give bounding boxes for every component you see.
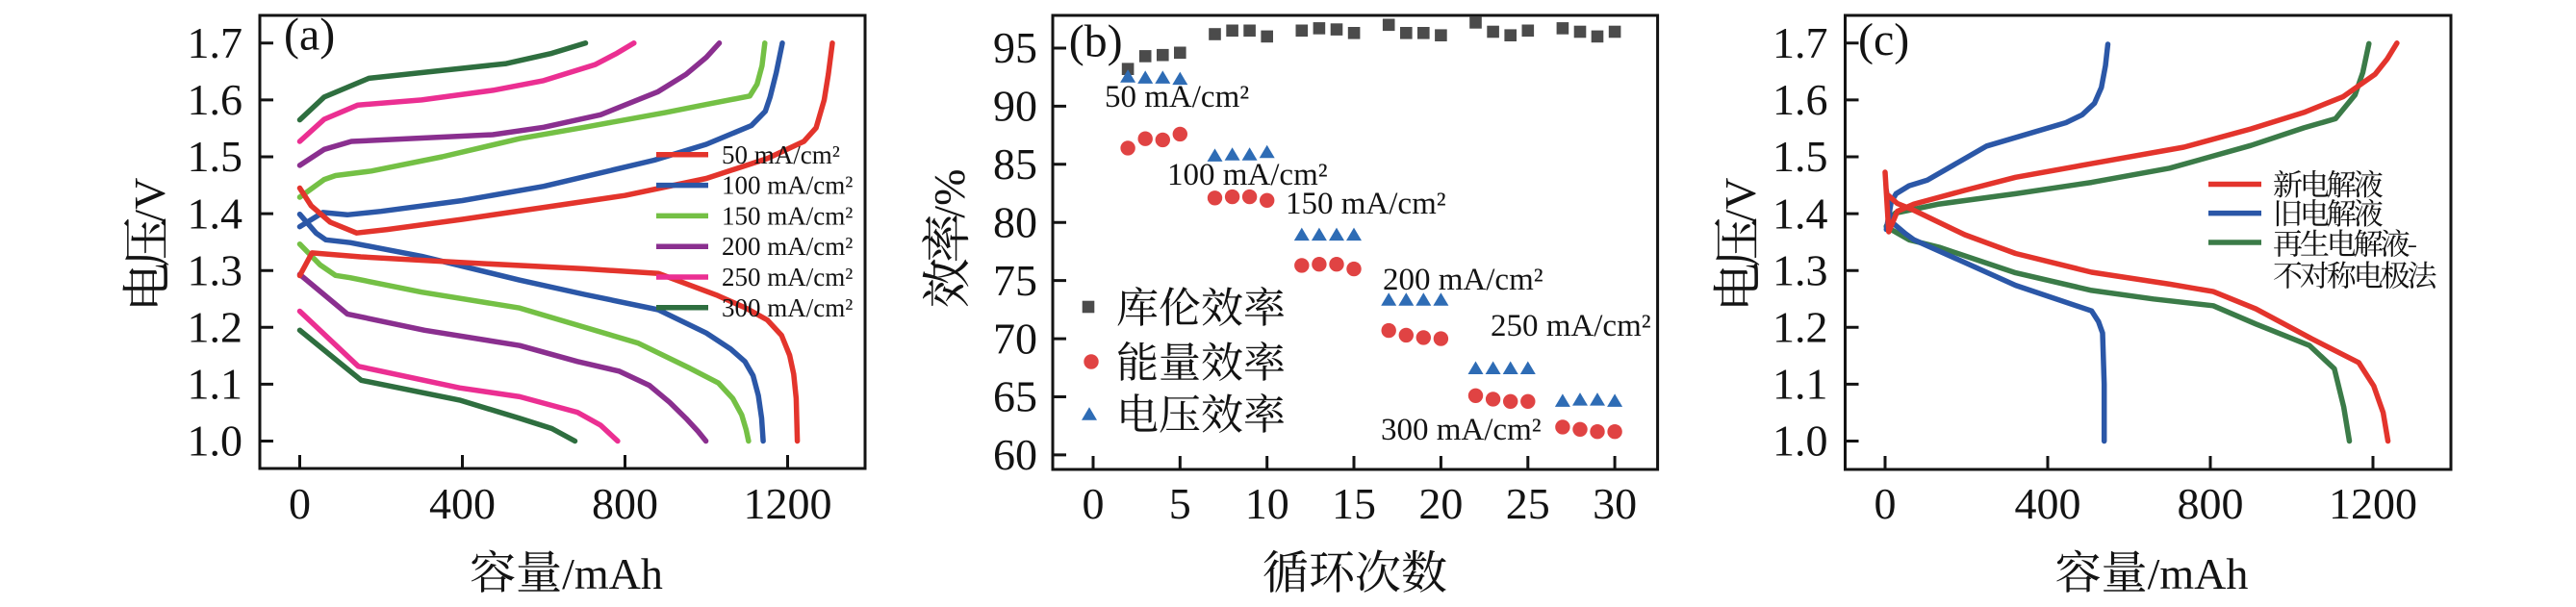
svg-text:10: 10 (1245, 479, 1289, 528)
svg-text:1.1: 1.1 (188, 360, 243, 409)
svg-text:(a): (a) (284, 10, 335, 61)
svg-text:20: 20 (1418, 479, 1463, 528)
svg-text:400: 400 (429, 479, 496, 528)
svg-text:0: 0 (289, 479, 311, 528)
svg-text:250 mA/cm²: 250 mA/cm² (1491, 309, 1651, 343)
svg-text:300 mA/cm²: 300 mA/cm² (722, 293, 853, 322)
svg-text:300 mA/cm²: 300 mA/cm² (1381, 413, 1542, 447)
svg-text:85: 85 (993, 139, 1037, 189)
svg-text:50 mA/cm²: 50 mA/cm² (722, 140, 840, 169)
svg-text:1.3: 1.3 (188, 245, 243, 294)
svg-text:1.7: 1.7 (188, 18, 243, 67)
svg-text:1.6: 1.6 (188, 75, 243, 124)
svg-text:0: 0 (1083, 479, 1105, 528)
svg-text:30: 30 (1593, 479, 1637, 528)
svg-text:150 mA/cm²: 150 mA/cm² (1286, 187, 1446, 221)
svg-text:50 mA/cm²: 50 mA/cm² (1105, 80, 1249, 114)
svg-text:1.4: 1.4 (1773, 189, 1828, 238)
svg-text:1.7: 1.7 (1773, 18, 1828, 67)
svg-text:1.0: 1.0 (1773, 417, 1828, 466)
svg-text:0: 0 (1875, 479, 1897, 528)
svg-text:1200: 1200 (744, 479, 832, 528)
svg-text:250 mA/cm²: 250 mA/cm² (722, 263, 853, 291)
svg-text:100 mA/cm²: 100 mA/cm² (1167, 158, 1328, 192)
svg-text:/V: /V (1716, 178, 1765, 222)
svg-text:5: 5 (1169, 479, 1191, 528)
svg-text:90: 90 (993, 82, 1037, 131)
svg-text:/mAh: /mAh (2148, 549, 2249, 598)
svg-text:1.0: 1.0 (188, 417, 243, 466)
svg-text:400: 400 (2015, 479, 2081, 528)
svg-text:1.2: 1.2 (1773, 303, 1828, 352)
svg-text:(b): (b) (1069, 16, 1123, 67)
svg-text:15: 15 (1332, 479, 1376, 528)
svg-text:800: 800 (2178, 479, 2244, 528)
svg-text:95: 95 (993, 23, 1037, 72)
svg-text:1.5: 1.5 (188, 132, 243, 181)
svg-text:1.4: 1.4 (188, 189, 243, 238)
svg-text:800: 800 (592, 479, 658, 528)
svg-text:60: 60 (993, 430, 1037, 479)
svg-text:65: 65 (993, 372, 1037, 421)
svg-text:100 mA/cm²: 100 mA/cm² (722, 171, 853, 200)
svg-text:25: 25 (1506, 479, 1550, 528)
svg-text:1.2: 1.2 (188, 303, 243, 352)
svg-text:200 mA/cm²: 200 mA/cm² (1383, 263, 1543, 297)
svg-text:1200: 1200 (2329, 479, 2417, 528)
svg-text:1.1: 1.1 (1773, 360, 1828, 409)
svg-text:80: 80 (993, 197, 1037, 246)
svg-text:150 mA/cm²: 150 mA/cm² (722, 201, 853, 230)
svg-text:200 mA/cm²: 200 mA/cm² (722, 232, 853, 261)
svg-text:1.3: 1.3 (1773, 245, 1828, 294)
svg-text:(c): (c) (1858, 14, 1909, 65)
svg-text:/mAh: /mAh (562, 549, 663, 598)
svg-text:70: 70 (993, 314, 1037, 363)
svg-text:/%: /% (925, 169, 974, 218)
svg-text:1.6: 1.6 (1773, 75, 1828, 124)
svg-text:75: 75 (993, 256, 1037, 305)
svg-text:1.5: 1.5 (1773, 132, 1828, 181)
svg-text:/V: /V (125, 178, 174, 222)
